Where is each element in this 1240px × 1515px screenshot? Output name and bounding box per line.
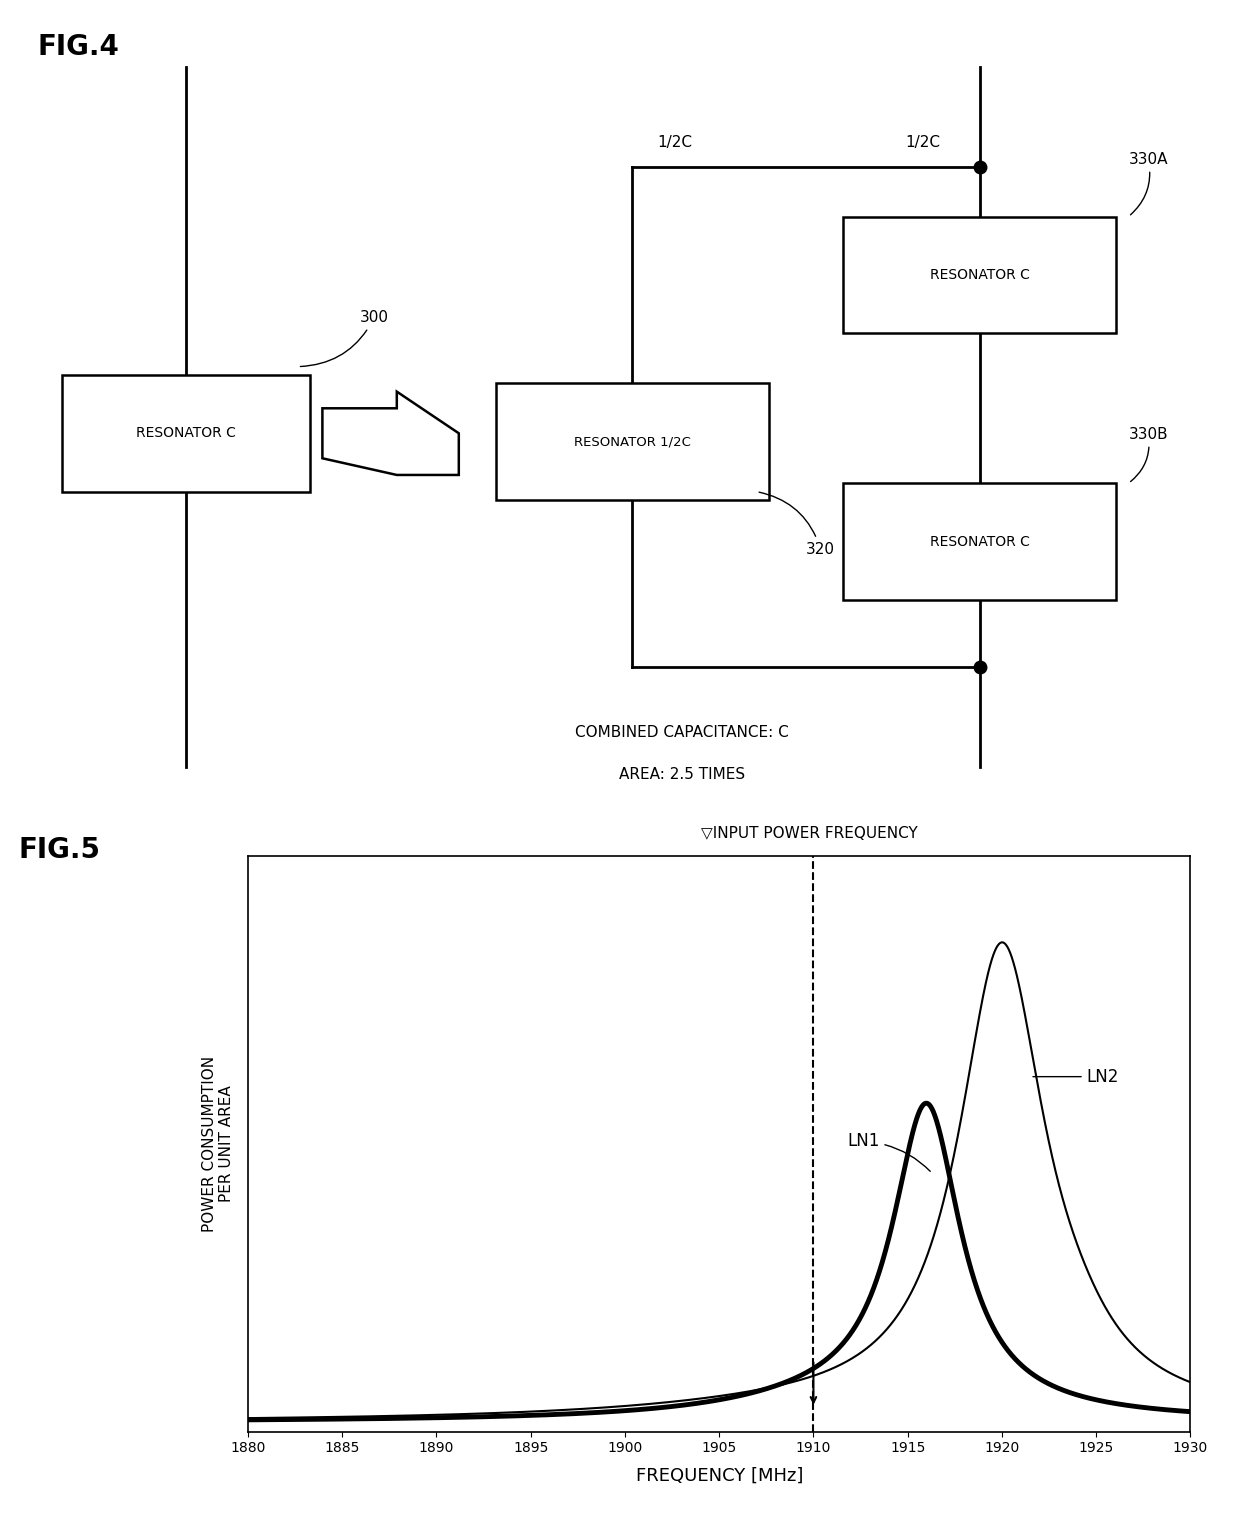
Text: AREA: 2.5 TIMES: AREA: 2.5 TIMES xyxy=(619,767,745,782)
Text: LN2: LN2 xyxy=(1033,1068,1120,1086)
Text: 1/2C: 1/2C xyxy=(657,135,692,150)
Bar xyxy=(496,383,769,500)
Bar xyxy=(843,483,1116,600)
Polygon shape xyxy=(322,392,459,476)
Text: 330B: 330B xyxy=(1128,427,1168,482)
Bar xyxy=(843,217,1116,333)
Y-axis label: POWER CONSUMPTION
PER UNIT AREA: POWER CONSUMPTION PER UNIT AREA xyxy=(202,1056,234,1232)
Text: RESONATOR C: RESONATOR C xyxy=(136,426,236,441)
Text: RESONATOR C: RESONATOR C xyxy=(930,268,1029,282)
Bar xyxy=(62,376,310,491)
Text: 1/2C: 1/2C xyxy=(905,135,940,150)
Text: 300: 300 xyxy=(300,311,388,367)
Text: FIG.4: FIG.4 xyxy=(37,33,119,61)
Text: LN1: LN1 xyxy=(847,1132,930,1171)
Text: 330A: 330A xyxy=(1128,152,1168,215)
Text: RESONATOR 1/2C: RESONATOR 1/2C xyxy=(574,435,691,448)
Text: 320: 320 xyxy=(759,492,835,556)
Text: RESONATOR C: RESONATOR C xyxy=(930,535,1029,548)
Text: COMBINED CAPACITANCE: C: COMBINED CAPACITANCE: C xyxy=(575,726,789,739)
X-axis label: FREQUENCY [MHz]: FREQUENCY [MHz] xyxy=(636,1467,802,1485)
Text: ▽INPUT POWER FREQUENCY: ▽INPUT POWER FREQUENCY xyxy=(701,826,918,841)
Text: FIG.5: FIG.5 xyxy=(19,836,100,864)
